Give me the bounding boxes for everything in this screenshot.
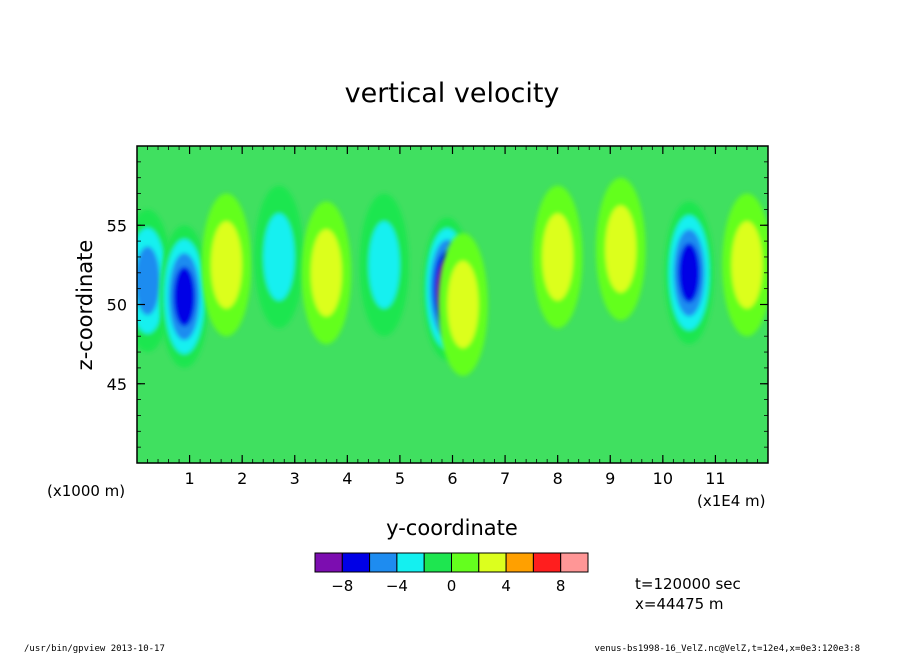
- colorbar-swatch: [478, 552, 507, 573]
- contour-band: [731, 221, 763, 309]
- x-tick-label: 10: [653, 469, 673, 488]
- y-tick-label: 50: [107, 296, 127, 315]
- velocity-feature: [359, 193, 409, 337]
- x-tick-label: 11: [705, 469, 725, 488]
- velocity-feature: [532, 185, 583, 329]
- y-tick-label: 45: [107, 375, 127, 394]
- colorbar-swatch: [314, 552, 343, 573]
- velocity-feature: [301, 201, 352, 345]
- chart-title: vertical velocity: [345, 78, 560, 109]
- colorbar-tick-label: 0: [447, 577, 457, 595]
- footer-right: venus-bs1998-16_VelZ.nc@VelZ,t=12e4,x=0e…: [594, 644, 860, 654]
- contour-band: [310, 229, 342, 317]
- x-tick-label: 7: [500, 469, 510, 488]
- x-axis-ticks: 1 2 3 4 5 6 7 8 9 10 11: [147, 146, 769, 488]
- velocity-feature: [159, 225, 210, 368]
- contour-band: [447, 260, 479, 349]
- colorbar-swatch: [369, 552, 398, 573]
- velocity-feature: [438, 233, 488, 376]
- x-axis-title: y-coordinate: [386, 516, 518, 540]
- contour-band: [605, 205, 637, 293]
- colorbar: −8 −4 0 4 8: [314, 552, 589, 595]
- colorbar-swatch: [560, 552, 589, 573]
- colorbar-swatch: [341, 552, 371, 573]
- velocity-feature: [664, 201, 714, 345]
- colorbar-swatch: [423, 552, 453, 573]
- colorbar-swatch: [396, 552, 425, 573]
- y-tick-label: 55: [107, 216, 127, 235]
- y-axis-ticks: 45 50 55: [107, 161, 768, 448]
- contour-band: [210, 221, 242, 309]
- x-tick-label: 6: [447, 469, 457, 488]
- x-tick-label: 2: [237, 469, 247, 488]
- x-unit-note: (x1E4 m): [697, 492, 766, 510]
- contour-band: [137, 246, 160, 316]
- velocity-feature: [596, 177, 646, 321]
- x-tick-label: 9: [605, 469, 615, 488]
- contour-band: [678, 243, 701, 303]
- contour-band: [263, 213, 295, 301]
- colorbar-tick-label: 4: [501, 577, 511, 595]
- x-tick-label: 3: [290, 469, 300, 488]
- colorbar-tick-label: −4: [386, 577, 408, 595]
- x-tick-label: 1: [184, 469, 194, 488]
- velocity-feature: [201, 193, 252, 337]
- colorbar-tick-label: 8: [556, 577, 566, 595]
- x-tick-label: 8: [553, 469, 563, 488]
- colorbar-swatch: [505, 552, 534, 573]
- colorbar-swatch: [532, 552, 562, 573]
- velocity-feature: [722, 193, 768, 337]
- x-position-label: x=44475 m: [635, 595, 724, 613]
- contour-band: [542, 213, 574, 301]
- footer-left: /usr/bin/gpview 2013-10-17: [24, 644, 165, 654]
- x-tick-label: 5: [395, 469, 405, 488]
- contour-band: [368, 221, 400, 309]
- x-tick-label: 4: [342, 469, 352, 488]
- colorbar-tick-label: −8: [331, 577, 353, 595]
- time-label: t=120000 sec: [635, 575, 741, 593]
- velocity-field: [137, 177, 768, 376]
- colorbar-swatch: [451, 552, 480, 573]
- velocity-feature: [254, 185, 304, 329]
- y-unit-note: (x1000 m): [47, 482, 125, 500]
- y-axis-title: z-coordinate: [73, 240, 97, 371]
- contour-band: [173, 266, 196, 327]
